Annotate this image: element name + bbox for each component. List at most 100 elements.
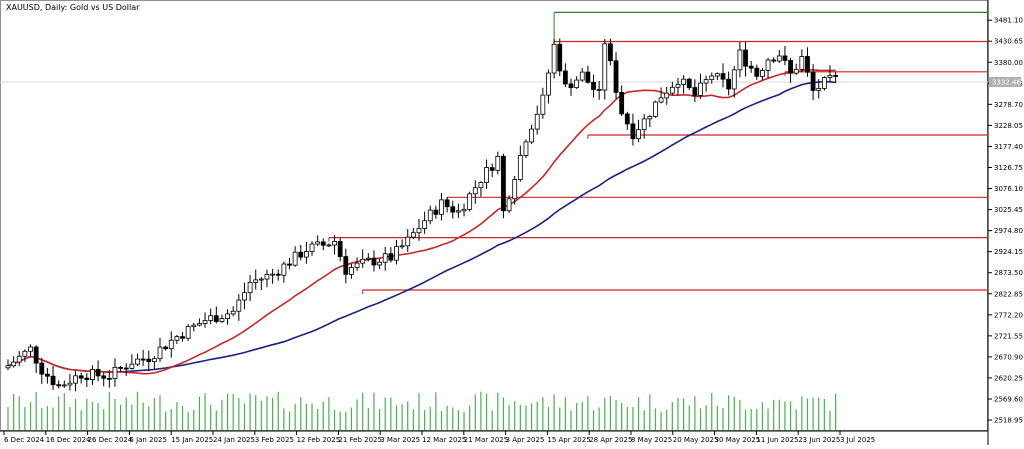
candle[interactable]	[320, 238, 326, 251]
candle[interactable]	[11, 356, 17, 368]
candlesticks[interactable]	[5, 38, 839, 392]
candle[interactable]	[799, 49, 805, 73]
candle[interactable]	[410, 227, 416, 240]
candle[interactable]	[213, 306, 219, 324]
candle[interactable]	[33, 345, 39, 373]
candle[interactable]	[236, 294, 242, 321]
candle[interactable]	[754, 64, 760, 80]
candle[interactable]	[647, 115, 653, 127]
candle[interactable]	[242, 282, 247, 310]
candle[interactable]	[354, 257, 360, 271]
candle[interactable]	[253, 269, 259, 290]
candle[interactable]	[501, 153, 506, 219]
candle[interactable]	[106, 370, 112, 388]
candle[interactable]	[326, 243, 332, 248]
candle[interactable]	[771, 57, 777, 64]
candle[interactable]	[84, 373, 90, 388]
candle[interactable]	[382, 246, 388, 271]
candle[interactable]	[484, 159, 489, 189]
horizontal-levels[interactable]	[328, 11, 988, 294]
candle[interactable]	[551, 39, 557, 79]
candle[interactable]	[219, 314, 225, 323]
candle[interactable]	[765, 57, 771, 79]
candle[interactable]	[292, 246, 298, 267]
candle[interactable]	[664, 86, 670, 105]
candle[interactable]	[394, 239, 399, 265]
candle[interactable]	[247, 274, 253, 302]
candle[interactable]	[737, 41, 743, 78]
candle[interactable]	[135, 353, 140, 367]
candle[interactable]	[315, 235, 321, 247]
candle[interactable]	[630, 113, 636, 146]
candle[interactable]	[461, 203, 467, 217]
candle[interactable]	[73, 370, 78, 392]
candle[interactable]	[444, 197, 450, 213]
candle[interactable]	[416, 218, 422, 241]
candle[interactable]	[681, 75, 686, 94]
candle[interactable]	[388, 247, 394, 263]
candle[interactable]	[529, 124, 534, 145]
candle[interactable]	[309, 241, 315, 256]
candle[interactable]	[743, 41, 748, 77]
candle[interactable]	[816, 79, 822, 99]
candle[interactable]	[788, 57, 793, 83]
candle[interactable]	[450, 200, 456, 219]
candle[interactable]	[821, 76, 827, 91]
candle[interactable]	[523, 139, 529, 159]
candle[interactable]	[827, 65, 833, 82]
candle[interactable]	[731, 65, 737, 98]
candle[interactable]	[129, 354, 135, 370]
candle[interactable]	[703, 75, 709, 92]
candle[interactable]	[78, 372, 84, 384]
candle[interactable]	[675, 77, 681, 95]
candle[interactable]	[726, 71, 732, 96]
candle[interactable]	[782, 45, 788, 66]
candle[interactable]	[579, 67, 585, 82]
candle[interactable]	[709, 72, 715, 84]
candle[interactable]	[16, 351, 22, 366]
candle[interactable]	[140, 349, 146, 366]
candle[interactable]	[517, 145, 523, 182]
candle[interactable]	[303, 241, 309, 264]
candle[interactable]	[574, 76, 580, 89]
candle[interactable]	[714, 72, 720, 81]
candle[interactable]	[455, 203, 461, 218]
candle[interactable]	[748, 60, 754, 73]
candle[interactable]	[264, 269, 270, 288]
candle[interactable]	[112, 358, 118, 387]
candle[interactable]	[591, 74, 596, 98]
candle[interactable]	[275, 269, 281, 281]
candle[interactable]	[467, 191, 473, 212]
candle[interactable]	[641, 114, 647, 139]
candle[interactable]	[270, 268, 276, 284]
candle[interactable]	[298, 244, 304, 261]
candle[interactable]	[540, 87, 546, 119]
candle[interactable]	[658, 87, 664, 104]
candle[interactable]	[568, 78, 574, 96]
candle[interactable]	[174, 334, 180, 345]
candle[interactable]	[168, 331, 174, 358]
candle[interactable]	[202, 312, 208, 328]
candle[interactable]	[686, 77, 692, 91]
candle[interactable]	[692, 79, 698, 103]
candle[interactable]	[101, 372, 107, 387]
candle[interactable]	[478, 181, 484, 197]
candle[interactable]	[557, 38, 563, 77]
candle[interactable]	[433, 205, 439, 219]
candle[interactable]	[399, 239, 405, 250]
candle[interactable]	[22, 349, 28, 363]
candle[interactable]	[619, 85, 625, 117]
candle[interactable]	[495, 151, 501, 175]
candle[interactable]	[258, 277, 264, 291]
candle[interactable]	[337, 238, 343, 262]
candle[interactable]	[287, 257, 292, 270]
candle[interactable]	[365, 253, 371, 262]
candle[interactable]	[624, 111, 630, 130]
candle[interactable]	[349, 263, 354, 279]
candle[interactable]	[472, 180, 478, 204]
candle[interactable]	[197, 318, 202, 327]
candle[interactable]	[793, 63, 799, 76]
candle[interactable]	[45, 367, 50, 384]
candle[interactable]	[613, 52, 619, 99]
